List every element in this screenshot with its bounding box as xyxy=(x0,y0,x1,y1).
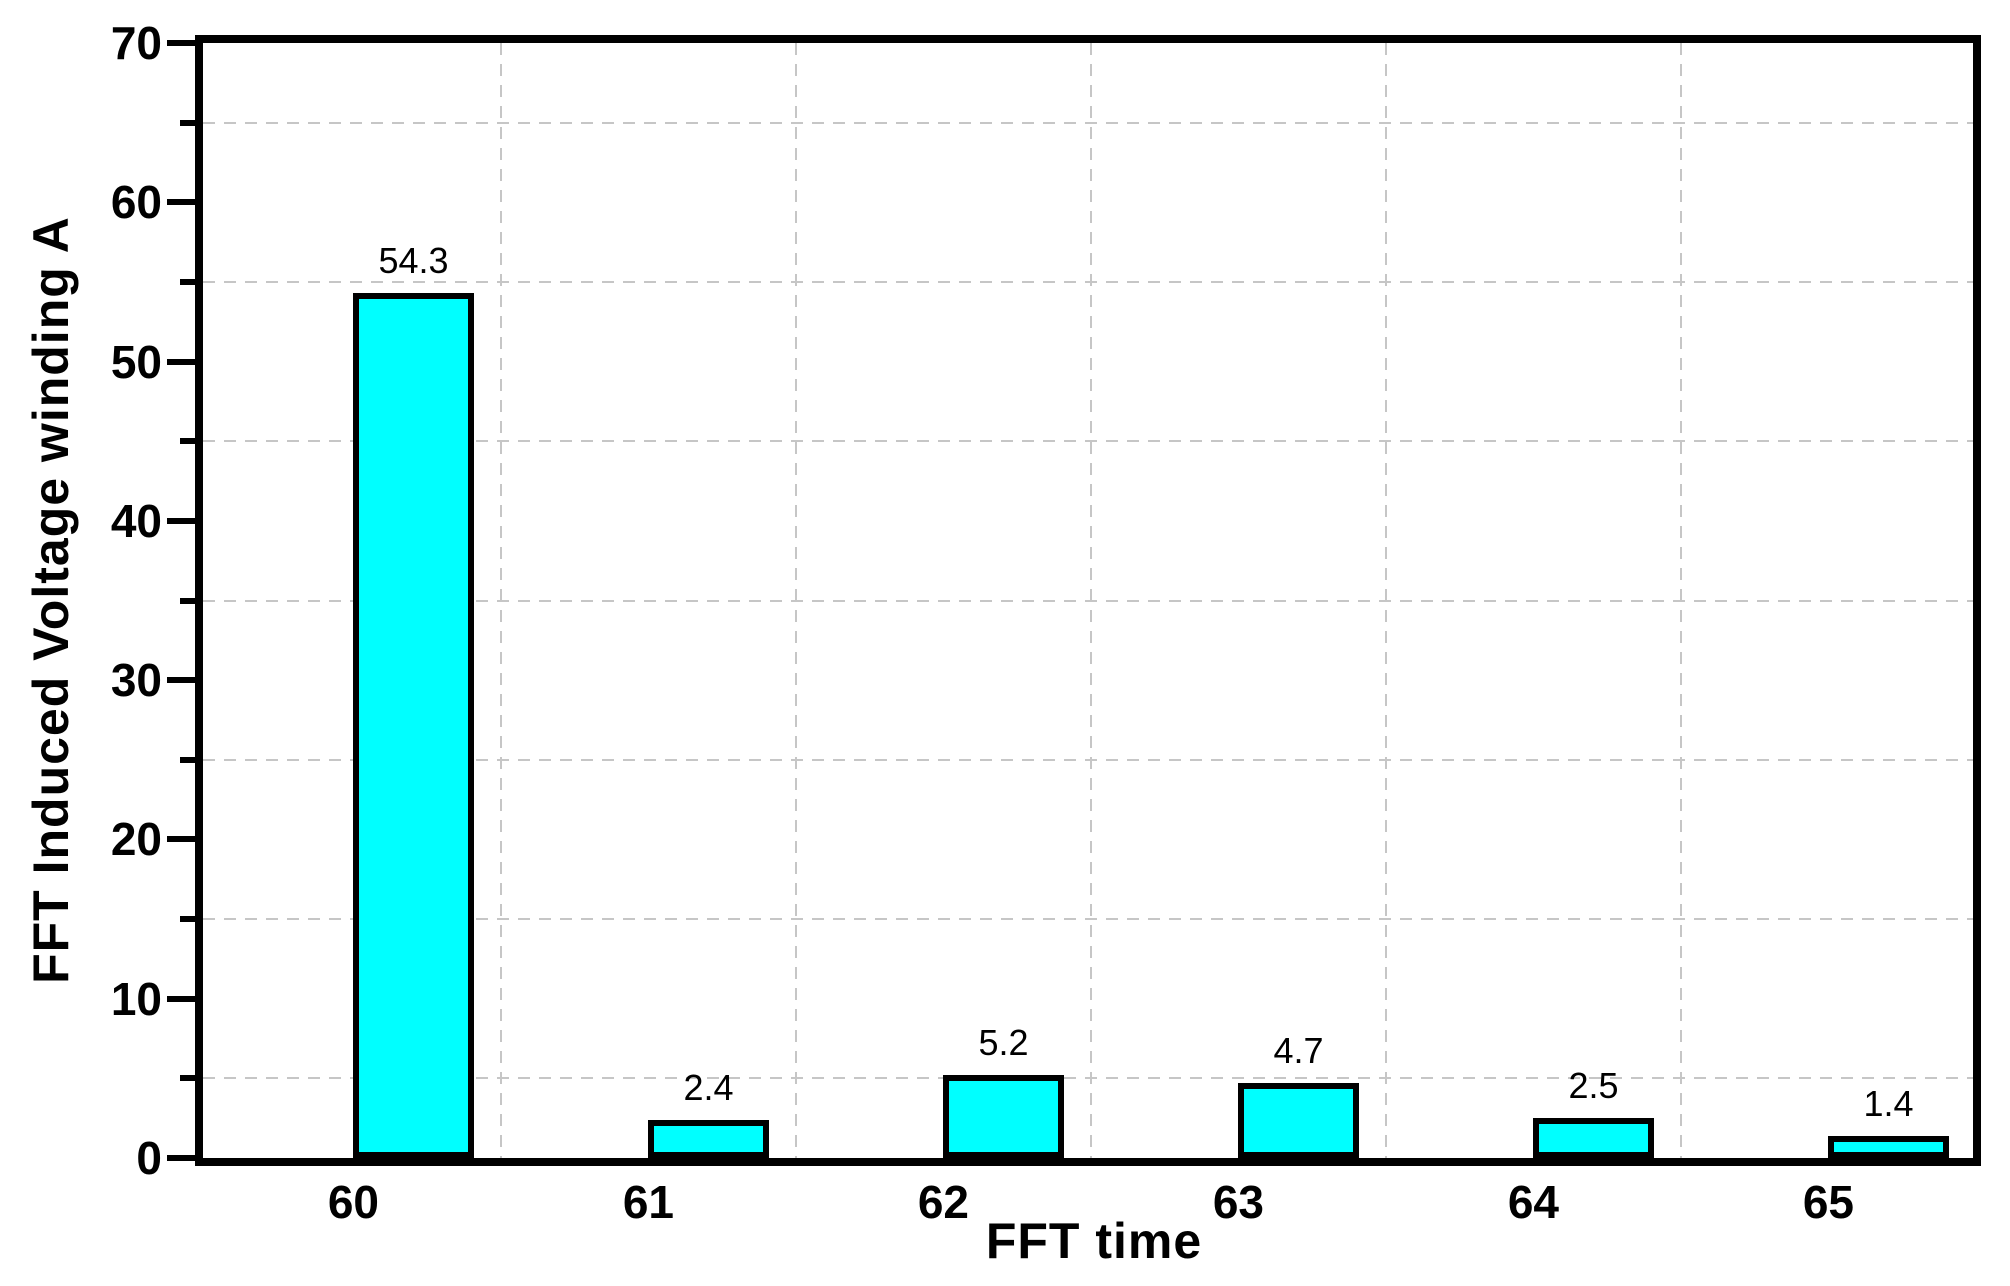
y-major-tick xyxy=(167,677,195,684)
vertical-gridline xyxy=(1679,43,1682,1158)
y-minor-tick xyxy=(180,1075,195,1082)
y-tick-label: 40 xyxy=(110,494,162,547)
bar-value-label: 2.4 xyxy=(683,1067,734,1108)
horizontal-gridline xyxy=(203,1077,1973,1080)
y-tick-label: 50 xyxy=(110,335,162,388)
x-tick-label: 64 xyxy=(1507,1176,1560,1228)
x-tick-label: 63 xyxy=(1212,1176,1265,1228)
bar xyxy=(1828,1136,1949,1158)
horizontal-gridline xyxy=(203,758,1973,761)
y-tick-label: 70 xyxy=(110,17,162,69)
y-minor-tick xyxy=(180,597,195,604)
x-tick-label: 62 xyxy=(917,1176,970,1228)
horizontal-gridline xyxy=(203,121,1973,124)
vertical-gridline xyxy=(1089,43,1092,1158)
y-minor-tick xyxy=(180,756,195,763)
y-minor-tick xyxy=(180,438,195,445)
horizontal-gridline xyxy=(203,440,1973,443)
y-major-tick xyxy=(167,836,195,843)
bar xyxy=(943,1075,1064,1158)
y-tick-label: 20 xyxy=(110,813,162,866)
bar-value-label: 2.5 xyxy=(1568,1065,1619,1106)
horizontal-gridline xyxy=(203,599,1973,602)
x-tick-label: 61 xyxy=(622,1176,675,1228)
vertical-gridline xyxy=(499,43,502,1158)
y-minor-tick xyxy=(180,278,195,285)
y-tick-label: 60 xyxy=(110,176,162,229)
y-tick-label: 0 xyxy=(136,1132,162,1184)
bar xyxy=(1533,1118,1654,1158)
y-tick-label: 10 xyxy=(110,972,162,1025)
vertical-gridline xyxy=(1384,43,1387,1158)
y-major-tick xyxy=(167,199,195,206)
y-minor-tick xyxy=(180,916,195,923)
y-major-tick xyxy=(167,995,195,1002)
vertical-gridline xyxy=(794,43,797,1158)
horizontal-gridline xyxy=(203,280,1973,283)
x-tick-label: 65 xyxy=(1802,1176,1855,1228)
bar xyxy=(1238,1083,1359,1158)
y-minor-tick xyxy=(180,119,195,126)
y-major-tick xyxy=(167,1155,195,1161)
plot-area: 54.3 2.4 5.2 4.7 2.5 1.4 xyxy=(167,35,1981,1166)
x-tick-label: 60 xyxy=(327,1176,380,1228)
horizontal-gridline xyxy=(203,918,1973,921)
y-major-tick xyxy=(167,517,195,524)
y-major-tick xyxy=(167,40,195,46)
y-tick-label: 30 xyxy=(110,654,162,707)
bar xyxy=(353,293,474,1158)
bar-value-label: 4.7 xyxy=(1273,1030,1324,1071)
bar-value-label: 54.3 xyxy=(378,240,449,281)
bar xyxy=(648,1120,769,1158)
x-axis-title: FFT time xyxy=(985,1213,1203,1269)
bar-value-label: 1.4 xyxy=(1863,1083,1914,1124)
y-major-tick xyxy=(167,358,195,365)
bar-value-label: 5.2 xyxy=(978,1022,1029,1063)
